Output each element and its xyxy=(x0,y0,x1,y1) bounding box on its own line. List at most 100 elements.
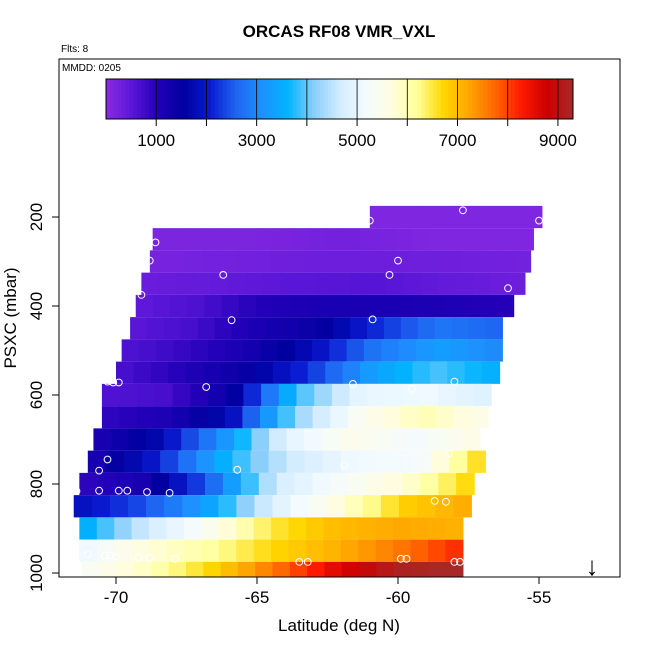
heatmap-cell xyxy=(288,539,307,562)
sample-point xyxy=(303,558,312,566)
heatmap-cell xyxy=(135,294,154,318)
heatmap-cell xyxy=(446,228,465,251)
heatmap-cell xyxy=(451,317,470,340)
colorbar-swatch xyxy=(288,79,294,119)
colorbar-swatch xyxy=(479,79,484,119)
heatmap-cell xyxy=(445,561,464,578)
heatmap-cell xyxy=(133,472,152,496)
heatmap-cell xyxy=(340,539,359,562)
colorbar-swatch xyxy=(444,79,449,119)
heatmap-cell xyxy=(412,228,431,251)
heatmap-cell xyxy=(286,428,305,451)
heatmap-cell xyxy=(391,428,411,451)
x-tick-label: -55 xyxy=(527,588,552,607)
heatmap-cell xyxy=(173,339,192,362)
colorbar-swatch xyxy=(467,79,473,119)
sample-point xyxy=(100,551,109,560)
heatmap-cell xyxy=(467,450,487,473)
heatmap-cell xyxy=(87,450,107,473)
heatmap-cell xyxy=(341,561,360,578)
heatmap-cell xyxy=(385,205,394,229)
heatmap-cell xyxy=(304,428,323,451)
sample-point xyxy=(408,384,417,393)
heatmap-cell xyxy=(253,517,272,540)
colorbar-swatch xyxy=(545,79,551,119)
sample-point xyxy=(109,378,118,387)
heatmap-cell xyxy=(384,383,404,407)
heatmap-cell xyxy=(498,228,517,251)
heatmap-cell xyxy=(272,561,291,578)
colorbar-swatch xyxy=(238,79,243,119)
heatmap-cell xyxy=(93,428,112,451)
heatmap-cell xyxy=(393,539,412,562)
heatmap-cell xyxy=(164,495,183,518)
heatmap-cell xyxy=(348,472,368,496)
colorbar-swatch xyxy=(312,79,317,119)
heatmap-cell xyxy=(238,294,257,318)
heatmap-cell xyxy=(323,539,342,562)
heatmap-cell xyxy=(485,317,503,340)
heatmap-cell xyxy=(401,205,410,229)
sample-point xyxy=(134,553,143,562)
heatmap-cell xyxy=(290,294,309,318)
heatmap-cell xyxy=(384,472,403,496)
colorbar-border xyxy=(105,78,574,120)
heatmap-cell xyxy=(289,561,308,578)
y-tick-label: 200 xyxy=(27,203,46,231)
sample-point xyxy=(340,461,349,470)
colorbar-swatch xyxy=(475,79,481,119)
colorbar-swatch xyxy=(125,79,130,119)
heatmap-cell xyxy=(326,495,346,518)
sample-point xyxy=(123,486,132,495)
heatmap-cell xyxy=(121,339,140,362)
heatmap-cell xyxy=(253,539,272,562)
colorbar-swatch xyxy=(374,79,379,119)
heatmap-cell xyxy=(288,517,307,540)
colorbar-swatch xyxy=(409,79,414,119)
heatmap-cell xyxy=(447,205,457,229)
heatmap-cell xyxy=(184,250,203,273)
colorbar-swatch xyxy=(510,79,516,119)
colorbar-swatch xyxy=(214,79,220,119)
colorbar-swatch xyxy=(292,79,298,119)
sample-point xyxy=(368,315,377,324)
heatmap-cell xyxy=(242,406,261,429)
heatmap-cell xyxy=(172,383,191,407)
colorbar-swatch xyxy=(265,79,270,119)
heatmap-cell xyxy=(368,272,387,295)
heatmap-cell xyxy=(278,383,298,407)
sample-point xyxy=(295,558,304,566)
heatmap-cell xyxy=(394,228,413,251)
heatmap-cell xyxy=(141,272,160,295)
colorbar-swatch xyxy=(362,79,368,119)
heatmap-cell xyxy=(225,383,245,407)
heatmap-cell xyxy=(450,339,469,362)
colorbar-swatch xyxy=(152,79,158,119)
heatmap-cell xyxy=(507,272,526,295)
heatmap-cell xyxy=(114,517,133,540)
flights-annotation: Flts: 8 xyxy=(61,44,89,55)
heatmap-cell xyxy=(342,361,361,384)
colorbar-swatch xyxy=(417,79,422,119)
heatmap-cell xyxy=(208,383,227,407)
heatmap-cell xyxy=(416,205,426,229)
sample-point xyxy=(459,206,467,215)
heatmap-cell xyxy=(130,317,148,340)
sample-point xyxy=(450,377,459,386)
heatmap-cell xyxy=(377,228,396,251)
heatmap-cell xyxy=(473,383,492,407)
heatmap-cell xyxy=(295,406,314,429)
heatmap-cell xyxy=(299,317,317,340)
heatmap-cell xyxy=(377,205,387,229)
colorbar-swatch xyxy=(537,79,543,119)
heatmap-cell xyxy=(236,539,255,562)
heatmap-cell xyxy=(269,428,288,451)
heatmap-cell xyxy=(214,450,233,473)
heatmap-cell xyxy=(382,406,402,429)
heatmap-cell xyxy=(286,450,306,473)
heatmap-cell xyxy=(280,272,299,295)
heatmap-cell xyxy=(250,450,270,473)
y-tick-label: 1000 xyxy=(27,554,46,592)
heatmap-cell xyxy=(324,561,343,578)
heatmap-cell xyxy=(510,205,519,229)
